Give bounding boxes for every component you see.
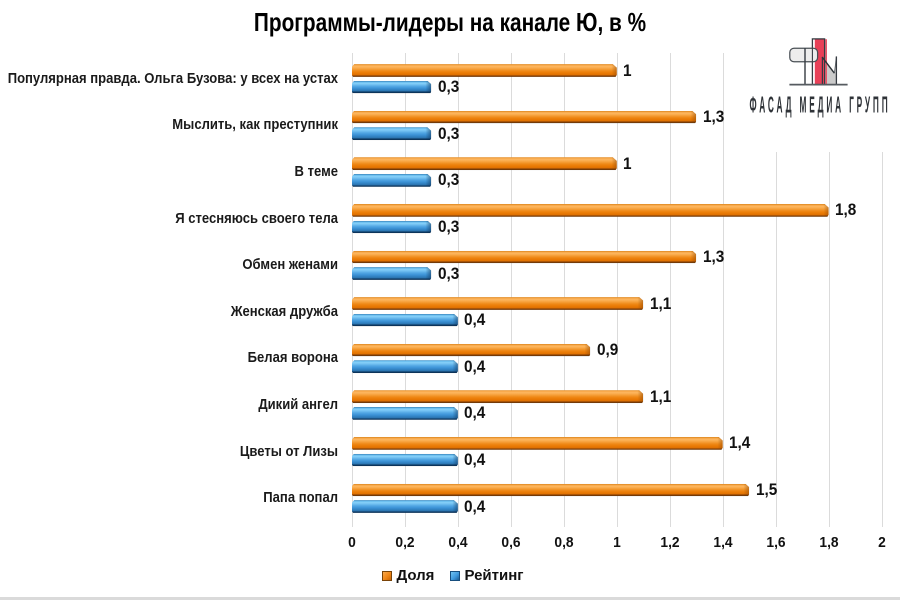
svg-text:ФАСАД МЕДИА ГРУПП: ФАСАД МЕДИА ГРУПП [750,91,891,117]
